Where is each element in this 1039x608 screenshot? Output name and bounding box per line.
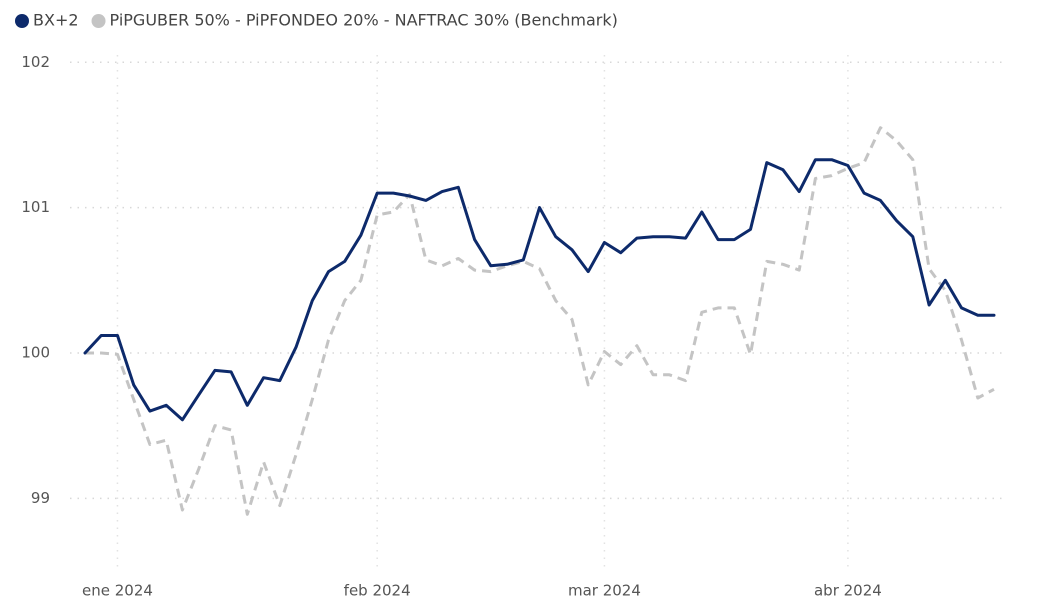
legend-marker bbox=[91, 14, 106, 28]
series-line bbox=[85, 126, 995, 516]
y-tick-label: 99 bbox=[31, 489, 50, 507]
x-tick-label: ene 2024 bbox=[82, 582, 153, 600]
x-tick-label: feb 2024 bbox=[344, 582, 411, 600]
y-tick-label: 102 bbox=[21, 53, 50, 71]
y-tick-label: 101 bbox=[21, 198, 50, 216]
y-tick-label: 100 bbox=[21, 343, 50, 361]
legend-label: PiPGUBER 50% - PiPFONDEO 20% - NAFTRAC 3… bbox=[110, 11, 618, 30]
legend-label: BX+2 bbox=[33, 11, 79, 30]
legend-marker bbox=[15, 14, 29, 28]
x-tick-label: abr 2024 bbox=[814, 582, 882, 600]
series-line bbox=[83, 158, 996, 422]
x-tick-label: mar 2024 bbox=[568, 582, 641, 600]
